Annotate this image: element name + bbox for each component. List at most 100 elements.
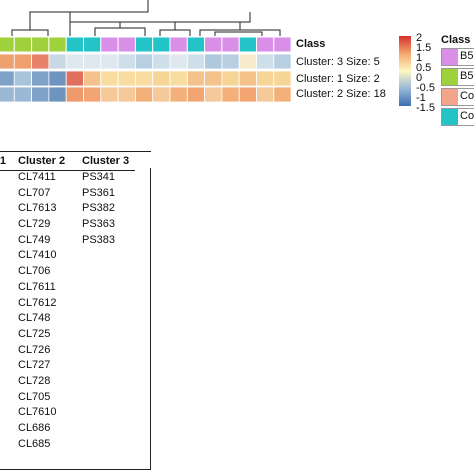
heatmap-cell bbox=[204, 86, 223, 103]
heatmap-cell bbox=[134, 53, 154, 70]
scale-tick-label: 2 bbox=[416, 32, 423, 44]
heatmap-cell bbox=[134, 86, 154, 103]
table-cell bbox=[0, 171, 12, 187]
table-cell: CL728 bbox=[18, 374, 51, 387]
table-cell: CL7410 bbox=[18, 249, 57, 262]
table-row: CL7610 bbox=[0, 406, 135, 422]
heatmap-cell bbox=[100, 53, 119, 70]
class-cell bbox=[204, 36, 223, 53]
class-row-label: Class bbox=[296, 38, 326, 50]
header-cluster-2: Cluster 2 bbox=[12, 152, 76, 171]
table-cell bbox=[0, 406, 12, 422]
legend-item: Co bbox=[441, 88, 474, 106]
heatmap-cell bbox=[238, 70, 257, 87]
table-cell bbox=[0, 359, 12, 375]
table-cell bbox=[0, 249, 12, 265]
table-row: CL7611 bbox=[0, 281, 135, 297]
heatmap-cell bbox=[204, 70, 223, 87]
table-row: CL7411 PS341 bbox=[0, 171, 135, 187]
heatmap-cell bbox=[83, 86, 102, 103]
table-cell bbox=[76, 391, 135, 407]
table-cell: PS382 bbox=[82, 202, 116, 215]
legend-item: Co bbox=[441, 108, 474, 126]
heatmap-cell bbox=[256, 70, 275, 87]
heatmap-cell bbox=[48, 86, 67, 103]
heatmap-cell bbox=[256, 86, 275, 103]
heatmap-cell bbox=[152, 86, 171, 103]
heatmap-cell bbox=[117, 53, 136, 70]
table-frame bbox=[0, 168, 151, 470]
table-cell bbox=[76, 265, 135, 281]
scale-tick-label: 1 bbox=[416, 52, 423, 64]
heatmap-cell bbox=[65, 86, 84, 103]
table-cell bbox=[0, 281, 12, 297]
table-cell: CL727 bbox=[18, 359, 51, 372]
scale-tick-label: 1.5 bbox=[416, 42, 432, 54]
class-cell bbox=[169, 36, 188, 53]
class-cell bbox=[48, 36, 67, 53]
table-cell: PS383 bbox=[82, 233, 116, 246]
table-header-row: 1 Cluster 2 Cluster 3 bbox=[0, 152, 136, 171]
table-cell: CL706 bbox=[18, 265, 51, 278]
table-cell: CL686 bbox=[18, 422, 51, 434]
legend-title: Class bbox=[441, 34, 471, 46]
class-cell bbox=[83, 36, 102, 53]
scale-tick-label: -1 bbox=[416, 92, 426, 104]
heatmap bbox=[0, 0, 411, 106]
scale-tick-label: 0 bbox=[416, 72, 423, 84]
class-cell bbox=[238, 36, 257, 53]
table-cell bbox=[0, 202, 12, 218]
class-cell bbox=[221, 36, 240, 53]
table-cell bbox=[0, 422, 12, 438]
header-cluster-3: Cluster 3 bbox=[76, 152, 136, 171]
class-cell bbox=[100, 36, 119, 53]
table-cell bbox=[76, 281, 135, 297]
heatmap-cell bbox=[48, 70, 67, 87]
table-row: CL706 bbox=[0, 265, 135, 281]
heatmap-cell bbox=[256, 53, 275, 70]
table-cell: PS361 bbox=[82, 186, 116, 199]
scale-tick-label: -0.5 bbox=[416, 82, 435, 94]
class-cell bbox=[152, 36, 171, 53]
table-cell bbox=[76, 438, 135, 454]
color-scale-bar bbox=[399, 36, 411, 106]
heatmap-cell bbox=[221, 70, 240, 87]
heatmap-cell bbox=[152, 53, 171, 70]
table-row: CL726 bbox=[0, 344, 135, 360]
table-cell: CL7610 bbox=[18, 406, 57, 419]
heatmap-cell bbox=[273, 86, 292, 103]
heatmap-cell bbox=[0, 53, 15, 70]
heatmap-cell bbox=[13, 86, 32, 103]
table-row: CL686 bbox=[0, 422, 135, 438]
heatmap-cell bbox=[186, 53, 206, 70]
table-cell: CL705 bbox=[18, 390, 51, 403]
table-cell: CL729 bbox=[18, 218, 51, 231]
header-cluster-1: 1 bbox=[0, 152, 12, 171]
legend-swatch bbox=[442, 89, 458, 105]
legend-swatch bbox=[442, 109, 458, 125]
cluster-table: 1 Cluster 2 Cluster 3 CL7411 PS341 CL707 PS… bbox=[0, 152, 136, 454]
table-row: CL728 bbox=[0, 375, 135, 391]
table-row: CL748 bbox=[0, 312, 135, 328]
heatmap-cell bbox=[13, 53, 32, 70]
heatmap-cell bbox=[48, 53, 67, 70]
table-row: CL7612 bbox=[0, 297, 135, 313]
heatmap-cell bbox=[221, 53, 240, 70]
table-cell: CL7411 bbox=[18, 171, 56, 183]
column-dendrogram bbox=[11, 0, 281, 36]
table-cell bbox=[76, 312, 135, 328]
legend-swatch bbox=[442, 49, 458, 65]
heatmap-cell bbox=[65, 53, 84, 70]
table-cell: CL748 bbox=[18, 312, 51, 325]
row-label-cluster-2: Cluster: 2 Size: 18 bbox=[296, 88, 386, 100]
heatmap-cell bbox=[83, 53, 102, 70]
class-cell bbox=[186, 36, 206, 53]
table-cell bbox=[76, 422, 135, 438]
legend-label: B5 bbox=[460, 50, 474, 62]
class-cell bbox=[65, 36, 84, 53]
scale-tick-label: -1.5 bbox=[416, 102, 435, 114]
class-cell bbox=[13, 36, 33, 53]
table-cell: CL749 bbox=[18, 233, 51, 246]
table-cell: PS341 bbox=[82, 171, 116, 183]
table-cell bbox=[76, 344, 135, 360]
